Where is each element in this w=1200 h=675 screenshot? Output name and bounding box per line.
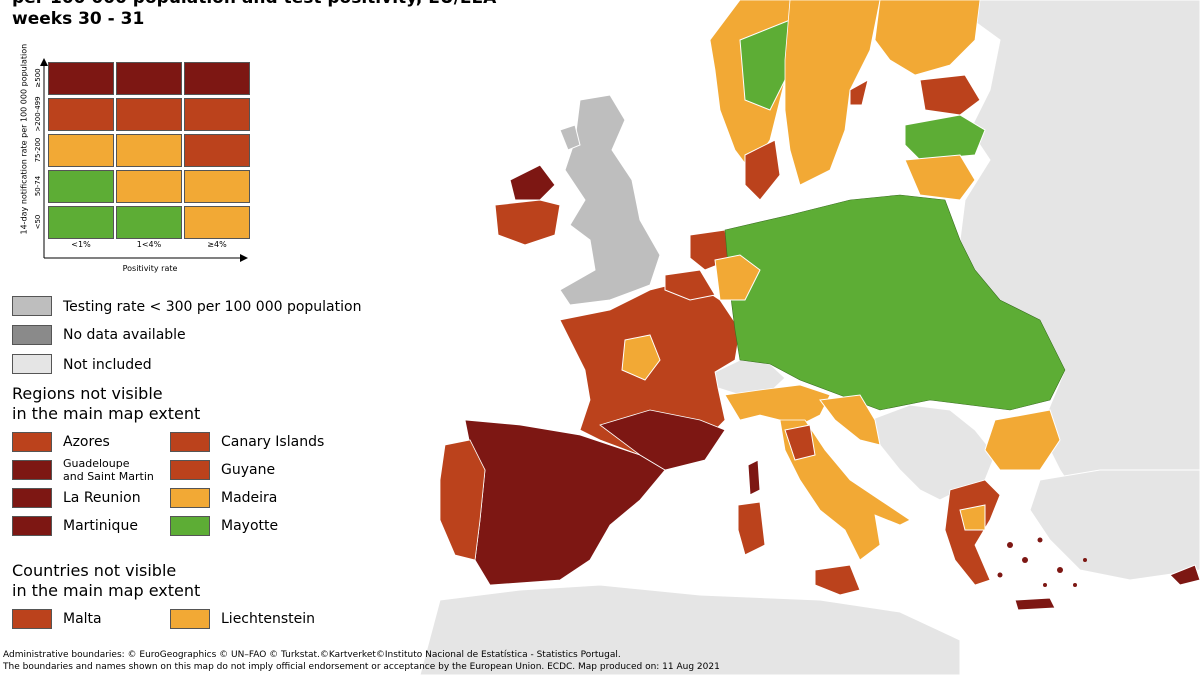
region-sweden-south [849,79,869,106]
matrix-cell [48,62,114,95]
matrix-cell [48,170,114,203]
region-greece-central [959,504,986,531]
matrix-row-label: ≥500 [34,68,42,88]
legend-swatch-region [170,516,210,536]
greek-islands [997,537,1087,587]
legend-swatch-region [170,460,210,480]
legend-label-region: La Reunion [63,490,141,506]
regions-heading: Regions not visible in the main map exte… [12,384,201,423]
region-ireland-north [509,164,556,201]
region-sicily [814,564,861,596]
matrix-cell [116,134,182,167]
region-central-europe [724,194,1066,411]
region-latvia [904,114,986,161]
legend-swatch-nodata [12,325,52,345]
region-ireland [494,199,561,246]
map-title: per 100 000 population and test positivi… [12,0,496,29]
region-italy-north [724,384,831,426]
region-germany-west [714,254,761,301]
region-cyprus [1169,564,1200,586]
legend-swatch-region [170,432,210,452]
matrix-row-label: 50-74 [34,175,42,197]
region-france-south [599,409,726,471]
countries-heading: Countries not visible in the main map ex… [12,561,201,600]
region-estonia [919,74,981,116]
matrix-cell [48,206,114,239]
matrix-cell [184,206,250,239]
matrix-row-label: 75-200 [34,137,42,163]
matrix-cell [184,98,250,131]
legend-label-region: Mayotte [221,518,279,534]
region-crete [1014,597,1056,611]
legend-swatch-region [12,516,52,536]
risk-matrix: ≥500 >200-499 75-200 50-74 <50 <1% 1<4% ≥4% [34,62,254,249]
footer-line-1: Administrative boundaries: © EuroGeograp… [3,650,621,660]
legend-swatch-region [12,488,52,508]
region-not-included-turkey [1029,469,1200,581]
region-sweden [784,0,881,186]
matrix-row-label: <50 [34,214,42,230]
matrix-cell [116,206,182,239]
matrix-axes [40,58,248,262]
matrix-col-label: 1<4% [136,240,162,249]
legend-label-testing: Testing rate < 300 per 100 000 populatio… [63,299,362,315]
legend-label-region: Guadeloupe and Saint Martin [63,457,154,483]
legend-label-not-included: Not included [63,357,152,373]
legend-label-region: Guyane [221,462,276,478]
matrix-cell [116,98,182,131]
legend-label-region: Martinique [63,518,138,534]
legend-swatch-not-included [12,354,52,374]
region-belgium [664,269,716,301]
legend-label-nodata: No data available [63,327,186,343]
matrix-x-axis-title: Positivity rate [122,264,178,273]
legend-swatch-region [170,488,210,508]
legend-swatch-region [12,460,52,480]
region-greece [944,479,1001,586]
region-norway-green [739,19,791,111]
legend-label-country: Liechtenstein [221,611,316,627]
region-denmark [744,139,781,201]
region-testing-north [559,124,581,151]
region-paris [621,334,661,381]
matrix-cell [116,62,182,95]
region-corsica [747,459,761,496]
legend-label-region: Canary Islands [221,434,325,450]
matrix-cell [184,62,250,95]
matrix-cell [48,98,114,131]
matrix-cell [116,170,182,203]
legend-swatch-country [12,609,52,629]
matrix-cell [48,134,114,167]
matrix-row-label: >200-499 [34,96,42,132]
region-not-included-africa [419,584,961,675]
legend-swatch-testing [12,296,52,316]
legend-swatch-region [12,432,52,452]
matrix-cell [184,134,250,167]
legend-label-region: Madeira [221,490,278,506]
region-italy-tuscany [784,424,816,461]
region-testing-uk [559,94,661,306]
region-slovenia-croatia [819,394,881,446]
legend-swatch-country [170,609,210,629]
matrix-col-label: <1% [71,240,91,249]
region-portugal [439,439,486,561]
legend-label-country: Malta [63,611,102,627]
region-lithuania [904,154,976,201]
matrix-col-label: ≥4% [207,240,227,249]
matrix-cell [184,170,250,203]
legend-label-region: Azores [63,434,110,450]
region-sardinia [737,501,766,556]
footer-line-2: The boundaries and names shown on this m… [3,662,720,672]
region-finland [874,0,981,76]
region-bulgaria [984,409,1061,471]
